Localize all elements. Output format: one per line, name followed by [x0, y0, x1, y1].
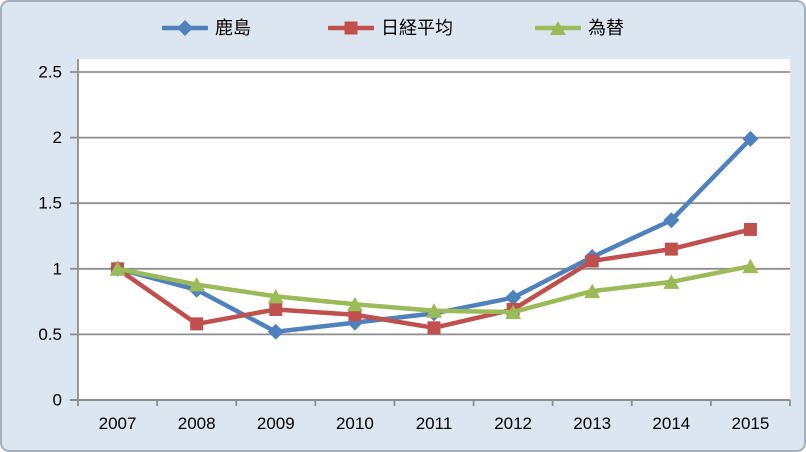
legend-label: 日経平均: [381, 18, 453, 38]
data-point-square: [190, 317, 204, 331]
x-axis-label: 2007: [99, 414, 137, 433]
data-point-triangle: [109, 261, 126, 276]
data-point-triangle: [267, 288, 284, 304]
y-axis-label: 2.5: [38, 63, 62, 82]
data-point-square: [427, 321, 441, 335]
legend-label: 鹿島: [215, 18, 251, 38]
square-marker-icon: [328, 21, 374, 35]
x-axis-label: 2011: [416, 414, 453, 433]
plot-background: [78, 59, 790, 400]
data-point-square: [269, 302, 283, 316]
x-axis-label: 2012: [494, 414, 532, 433]
triangle-marker-icon: [535, 21, 581, 35]
data-point-triangle: [188, 277, 205, 292]
data-point-diamond: [663, 212, 680, 229]
data-point-triangle: [426, 303, 442, 318]
legend-label: 為替: [588, 18, 624, 38]
data-point-diamond: [505, 289, 522, 306]
data-point-triangle: [584, 283, 601, 299]
data-point-square: [664, 242, 678, 256]
data-point-diamond: [267, 323, 284, 340]
data-point-square: [743, 222, 757, 236]
y-axis-label: 0.5: [38, 325, 62, 344]
data-point-triangle: [505, 304, 522, 320]
data-point-triangle: [346, 296, 363, 312]
legend-item-kashima: 鹿島: [162, 16, 251, 40]
data-point-square: [348, 308, 362, 322]
y-axis-label: 0: [53, 391, 62, 410]
legend-item-nikkei: 日経平均: [328, 16, 453, 40]
x-axis-label: 2014: [652, 414, 690, 433]
legend-item-kawase: 為替: [535, 16, 624, 40]
x-axis-label: 2015: [732, 414, 770, 433]
data-point-diamond: [742, 130, 759, 147]
x-axis-label: 2013: [573, 414, 611, 433]
y-axis-label: 1: [53, 259, 62, 278]
x-axis-label: 2008: [178, 414, 216, 433]
data-point-square: [585, 254, 599, 268]
data-point-triangle: [742, 258, 759, 274]
x-axis-label: 2010: [336, 414, 374, 433]
y-axis-label: 2: [53, 128, 62, 147]
diamond-marker-icon: [162, 20, 208, 36]
x-axis-label: 2009: [257, 414, 295, 433]
data-point-triangle: [663, 274, 680, 289]
y-axis-label: 1.5: [38, 194, 62, 213]
